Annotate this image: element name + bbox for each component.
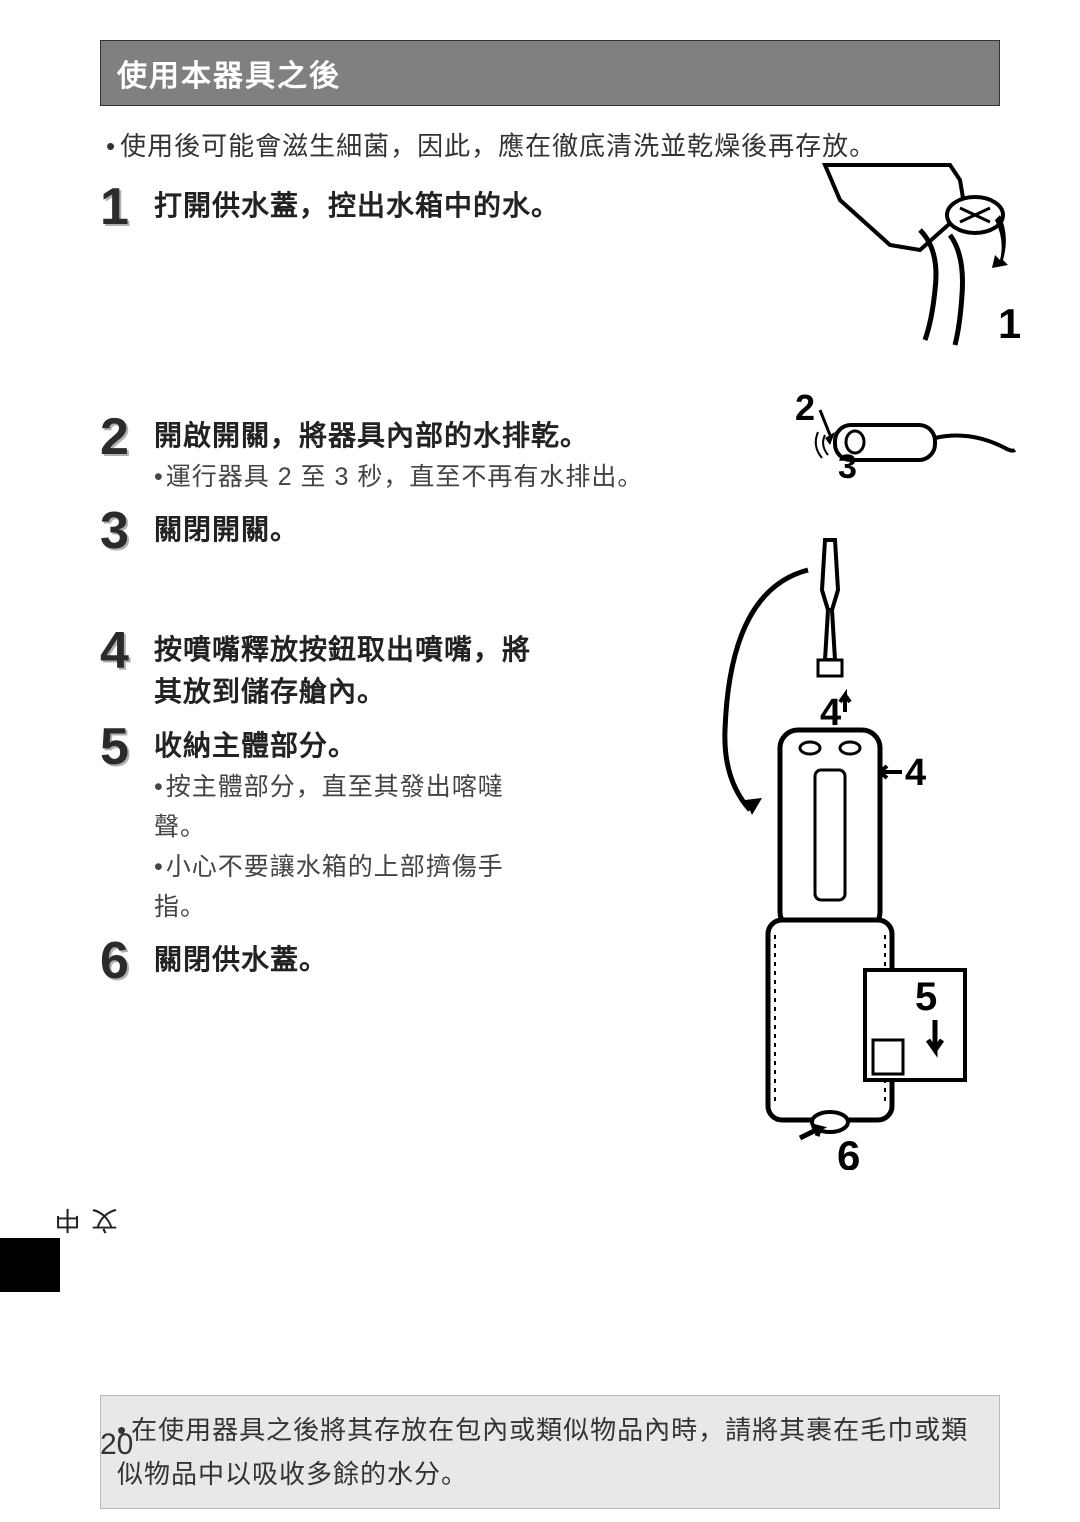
intro-note: 使用後可能會滋生細菌，因此，應在徹底清洗並乾燥後再存放。 — [100, 126, 1000, 163]
illus-label: 3 — [838, 448, 857, 480]
step-number: 5 — [100, 721, 148, 773]
step-title: 按噴嘴釋放按鈕取出噴嘴，將其放到儲存艙內。 — [154, 629, 534, 713]
illustration-pour-water: 1 — [820, 160, 1020, 350]
step-number: 6 — [100, 935, 148, 987]
manual-page: 使用本器具之後 使用後可能會滋生細菌，因此，應在徹底清洗並乾燥後再存放。 1 打… — [0, 0, 1080, 1522]
step-title: 關閉供水蓋。 — [154, 939, 534, 981]
tab-marker — [0, 1238, 60, 1292]
footer-note-text: 在使用器具之後將其存放在包內或類似物品內時，請將其裹在毛巾或類似物品中以吸收多餘… — [117, 1408, 983, 1496]
illus-label: 1 — [998, 300, 1020, 347]
step-subnote: 按主體部分，直至其發出喀噠聲。 — [154, 767, 534, 847]
language-tab: 中文 — [0, 1172, 60, 1292]
step-title: 收納主體部分。 — [154, 725, 534, 767]
language-tab-label: 中文 — [50, 1172, 124, 1234]
step-number: 4 — [100, 625, 148, 677]
illus-label: 5 — [915, 975, 937, 1019]
illustration-drain-device: 2 3 — [790, 390, 1020, 480]
illustration-store-device: 4 4 5 6 — [690, 530, 970, 1170]
illus-label: 6 — [837, 1132, 860, 1170]
step-title: 開啟開關，將器具內部的水排乾。 — [154, 415, 694, 457]
step-number: 2 — [100, 411, 148, 463]
illus-label: 2 — [795, 390, 815, 428]
step-number: 3 — [100, 505, 148, 557]
page-number: 20 — [100, 1428, 133, 1462]
step-number: 1 — [100, 181, 148, 233]
illus-label: 4 — [905, 752, 926, 794]
section-header: 使用本器具之後 — [100, 40, 1000, 106]
step-subnote: 運行器具 2 至 3 秒，直至不再有水排出。 — [154, 457, 694, 497]
footer-note: 在使用器具之後將其存放在包內或類似物品內時，請將其裹在毛巾或類似物品中以吸收多餘… — [100, 1395, 1000, 1509]
step-subnote: 小心不要讓水箱的上部擠傷手指。 — [154, 847, 534, 927]
